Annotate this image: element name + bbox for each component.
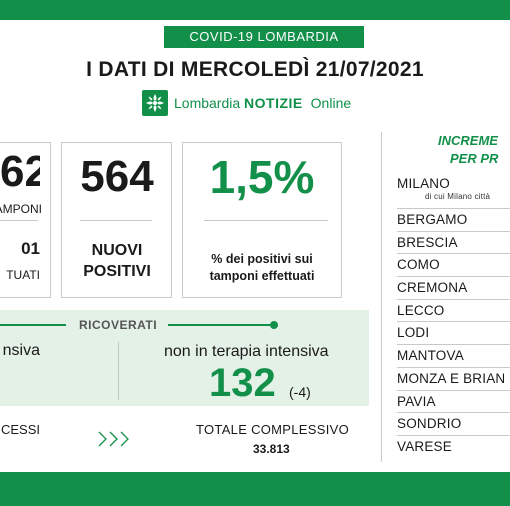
positivi-label-line1: NUOVI (91, 242, 143, 259)
non-terapia-intensiva-delta: (-4) (289, 384, 311, 400)
terapia-intensiva-label: nsiva (2, 342, 40, 359)
list-item: PAVIA (397, 391, 510, 414)
lombardia-rose-icon (142, 90, 168, 116)
list-item: VARESE (397, 438, 452, 454)
percentuale-label: % dei positivi sui tamponi effettuati (182, 251, 342, 285)
percentuale-separator (204, 220, 328, 221)
totale-complessivo-value: 33.813 (253, 442, 290, 456)
page-title: I DATI DI MERCOLEDÌ 21/07/2021 (86, 58, 424, 81)
tamponi-separator (0, 220, 38, 221)
list-item: MILANO di cui Milano città (397, 176, 510, 209)
top-bar (0, 0, 510, 20)
brand: Lombardia NOTIZIE Online (142, 90, 351, 116)
list-item: SONDRIO (397, 413, 510, 436)
ricoverati-box (0, 310, 369, 406)
nuovi-positivi-label: NUOVI POSITIVI (62, 240, 172, 282)
percentuale-value: 1,5% (209, 151, 315, 203)
perc-label-line2: tamponi effettuati (209, 269, 315, 283)
list-item: MANTOVA (397, 345, 510, 368)
ricoverati-divider (118, 342, 119, 400)
ricoverati-dot (270, 321, 278, 329)
nuovi-positivi-value: 564 (80, 152, 154, 201)
list-item: BRESCIA (397, 232, 510, 255)
totale-complessivo-label: TOTALE COMPLESSIVO (196, 422, 350, 437)
tamponi-sub-value: 01 (21, 239, 40, 258)
province-sub: di cui Milano città (425, 192, 491, 201)
brand-online: Online (310, 95, 352, 111)
non-terapia-intensiva-value: 132 (209, 361, 276, 405)
list-item: LODI (397, 322, 510, 346)
brand-name: Lombardia (174, 95, 241, 111)
province-list: MILANO di cui Milano città BERGAMO BRESC… (397, 176, 510, 459)
positivi-separator (80, 220, 152, 221)
list-item: LECCO (397, 300, 510, 323)
brand-text: Lombardia NOTIZIE Online (174, 95, 351, 111)
brand-notizie: NOTIZIE (244, 95, 303, 111)
non-terapia-intensiva-label: non in terapia intensiva (164, 343, 329, 360)
decessi-label: CESSI (0, 422, 40, 437)
ricoverati-title: RICOVERATI (78, 318, 158, 332)
incrementi-title: INCREME PER PR (438, 132, 498, 168)
perc-label-line1: % dei positivi sui (211, 252, 313, 266)
province-name: MILANO (397, 176, 450, 191)
list-item: BERGAMO (397, 209, 510, 232)
list-item: COMO (397, 254, 510, 278)
chevrons-right-icon (97, 430, 139, 453)
tamponi-value: 62 (0, 150, 40, 194)
region-pill: COVID-19 LOMBARDIA (164, 26, 364, 48)
list-item: MONZA E BRIAN (397, 368, 510, 391)
positivi-label-line2: POSITIVI (83, 263, 151, 280)
incrementi-title-line2: PER PR (450, 151, 499, 166)
ricoverati-line-right (168, 324, 272, 326)
incrementi-title-line1: INCREME (438, 133, 498, 148)
tamponi-label: TAMPONI (0, 202, 42, 216)
bottom-bar (0, 472, 510, 506)
ricoverati-line-left (0, 324, 66, 326)
incrementi-panel (381, 132, 510, 462)
tamponi-sub-label: TUATI (6, 268, 40, 282)
list-item: CREMONA (397, 277, 510, 300)
